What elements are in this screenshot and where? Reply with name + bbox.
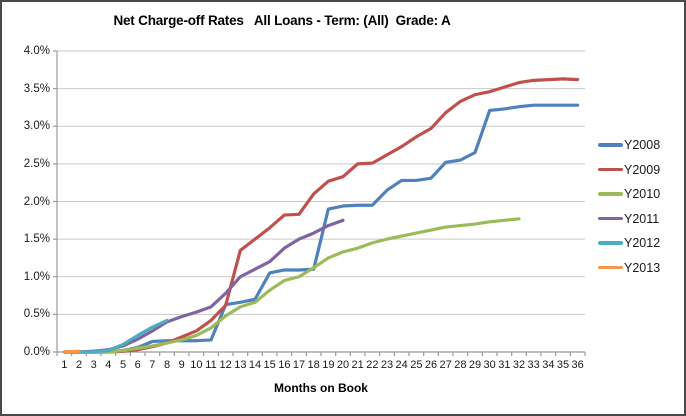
x-tick-label: 17	[292, 359, 306, 371]
x-tick-label: 21	[351, 359, 364, 371]
x-tick-label: 18	[307, 359, 320, 371]
y-tick-label: 2.5%	[23, 157, 50, 170]
x-tick-label: 15	[263, 359, 276, 371]
y-tick-label: 2.0%	[23, 195, 50, 208]
x-tick-label: 33	[527, 359, 540, 371]
series-line-Y2012	[62, 318, 169, 354]
x-tick-label: 9	[178, 359, 185, 371]
x-tick-label: 16	[278, 359, 291, 371]
x-tick-label: 31	[498, 359, 511, 371]
x-tick-label: 29	[468, 359, 482, 371]
legend-label: Y2010	[624, 187, 661, 201]
x-tick-label: 12	[219, 359, 232, 371]
legend-item-Y2013: Y2013	[598, 261, 684, 275]
legend-line-swatch	[598, 192, 623, 196]
legend-label: Y2013	[624, 260, 661, 275]
legend-label: Y2008	[624, 138, 661, 152]
x-tick-label: 35	[556, 359, 570, 371]
legend-label: Y2009	[624, 162, 661, 177]
legend-label: Y2012	[624, 236, 661, 250]
x-tick-label: 19	[322, 359, 335, 371]
x-tick-label: 11	[205, 359, 217, 371]
legend-line-swatch	[598, 265, 623, 270]
legend-item-Y2008: Y2008	[598, 138, 684, 152]
legend-line-swatch	[598, 167, 623, 172]
legend-label: Y2011	[624, 211, 660, 226]
y-tick-label: 0.0%	[23, 346, 50, 358]
x-tick-label: 24	[395, 359, 408, 371]
series-line-Y2010	[62, 217, 521, 354]
legend-line-swatch	[598, 241, 623, 245]
x-tick-label: 1	[61, 359, 68, 371]
x-tick-label: 4	[105, 359, 112, 371]
x-tick-label: 20	[336, 359, 350, 371]
x-tick-label: 22	[366, 359, 379, 371]
x-tick-label: 36	[571, 359, 584, 371]
x-tick-label: 28	[454, 359, 467, 371]
x-tick-label: 6	[134, 359, 141, 371]
y-tick-label: 1.5%	[23, 233, 50, 246]
legend: Y2008 Y2009 Y2010 Y2011 Y2012 Y2013	[598, 138, 684, 285]
legend-item-Y2009: Y2009	[598, 163, 684, 177]
chart-title: Net Charge-off Rates All Loans - Term: (…	[113, 13, 451, 28]
x-tick-label: 7	[149, 359, 156, 371]
legend-item-Y2011: Y2011	[598, 212, 684, 226]
y-tick-label: 3.0%	[23, 120, 50, 133]
x-tick-label: 34	[542, 359, 555, 371]
legend-item-Y2012: Y2012	[598, 236, 684, 250]
y-tick-label: 4.0%	[23, 45, 50, 57]
x-tick-label: 27	[439, 359, 452, 371]
y-tick-label: 3.5%	[23, 82, 50, 95]
x-tick-label: 5	[119, 359, 127, 371]
y-tick-label: 1.0%	[23, 270, 50, 283]
x-tick-label: 14	[248, 359, 262, 371]
x-tick-label: 10	[190, 359, 203, 371]
series-line-Y2008	[62, 103, 580, 354]
x-tick-label: 30	[483, 359, 496, 371]
x-axis-title: Months on Book	[274, 381, 368, 395]
series-line-Y2013	[62, 349, 81, 354]
x-tick-label: 23	[380, 359, 394, 371]
legend-line-swatch	[598, 143, 623, 147]
x-tick-label: 8	[163, 359, 171, 371]
legend-item-Y2010: Y2010	[598, 187, 684, 201]
x-tick-label: 32	[512, 359, 526, 371]
x-tick-label: 3	[90, 359, 97, 371]
x-tick-label: 26	[424, 359, 438, 371]
x-tick-label: 25	[410, 359, 423, 371]
x-tick-label: 13	[234, 359, 247, 371]
series-line-Y2009	[62, 77, 580, 354]
y-tick-label: 0.5%	[23, 308, 50, 321]
legend-line-swatch	[598, 216, 623, 221]
x-tick-label: 2	[75, 359, 83, 371]
